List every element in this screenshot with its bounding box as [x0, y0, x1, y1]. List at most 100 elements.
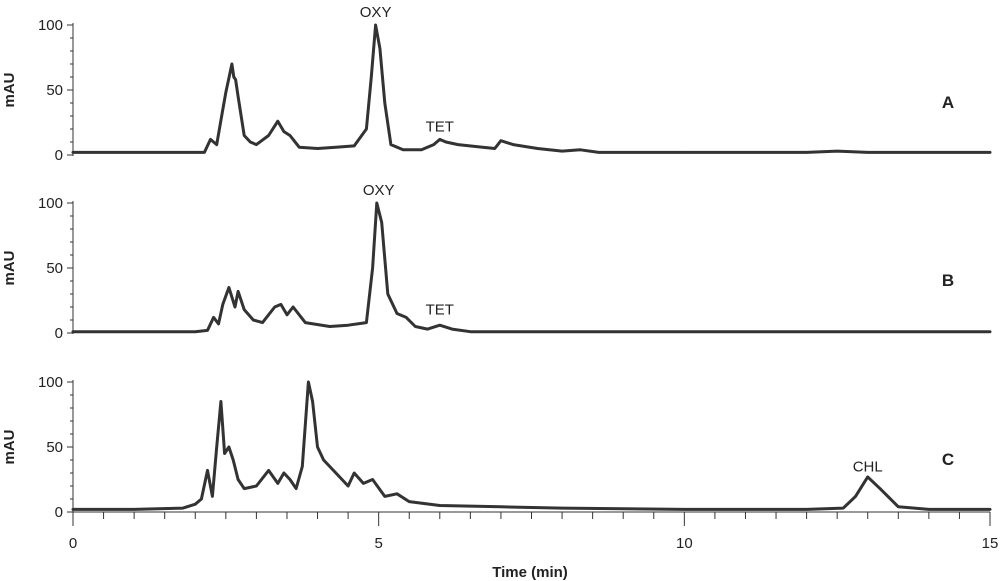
data-point [323, 459, 325, 461]
data-point [537, 147, 539, 150]
data-point [414, 325, 416, 328]
data-point [289, 478, 291, 481]
x-tick-label: 5 [374, 535, 382, 552]
data-point [879, 488, 881, 490]
y-tick-label: 100 [38, 195, 63, 212]
data-point [451, 328, 453, 330]
data-point [928, 508, 930, 510]
data-point [298, 146, 300, 148]
data-point [261, 322, 264, 324]
panels-group: 0 50 100 mAU OXY TET A 0 50 100 mAU OXY TET B 0 50 100 mA… [1, 4, 992, 521]
data-point [243, 309, 245, 311]
data-point [194, 151, 196, 153]
data-point [420, 149, 423, 151]
data-point [989, 508, 991, 510]
y-axis-title: mAU [1, 250, 18, 285]
data-point [72, 151, 74, 153]
panel-letter: B [942, 271, 954, 290]
data-point [206, 329, 209, 331]
data-point [683, 508, 685, 510]
data-point [512, 144, 514, 146]
data-point [182, 507, 184, 509]
data-point [274, 306, 276, 308]
data-point [213, 316, 215, 318]
data-point [561, 150, 563, 152]
peak-label-tet: TET [426, 302, 454, 319]
data-point [312, 400, 314, 403]
data-point [194, 503, 196, 505]
x-tick-label: 15 [982, 535, 999, 552]
data-point [500, 140, 502, 142]
data-point [396, 493, 398, 495]
data-point [989, 151, 991, 153]
data-point [216, 144, 218, 146]
x-axis: 0 5 10 15 [69, 511, 999, 552]
x-tick-label: 0 [69, 535, 77, 552]
data-point [989, 331, 991, 333]
data-point [370, 76, 372, 78]
y-tick-label: 0 [55, 147, 63, 164]
data-point [390, 144, 392, 146]
data-point [203, 151, 205, 153]
data-point [209, 138, 212, 140]
trace-a [71, 23, 992, 154]
y-tick-label: 50 [46, 82, 63, 99]
data-point [133, 331, 135, 333]
panel-a: 0 50 100 mAU OXY TET A [1, 4, 992, 164]
data-point [292, 306, 294, 308]
data-point [243, 488, 245, 490]
panel-letter: C [942, 450, 954, 469]
data-point [255, 485, 257, 487]
data-point [387, 293, 389, 295]
y-axis-title: mAU [1, 72, 18, 107]
data-point [235, 79, 237, 81]
data-point [133, 508, 135, 510]
trace-c [71, 380, 992, 511]
data-point [384, 102, 386, 104]
data-point [233, 76, 235, 78]
data-point [206, 469, 209, 471]
data-point [335, 472, 337, 474]
data-point [228, 286, 230, 289]
data-point [396, 312, 398, 315]
y-tick-label: 100 [38, 17, 63, 34]
data-point [232, 459, 234, 461]
data-point [304, 322, 306, 324]
data-point [362, 482, 364, 484]
data-point [237, 95, 239, 98]
data-point [216, 446, 218, 448]
panel-b: 0 50 100 mAU OXY TET B [1, 182, 992, 342]
data-point [365, 128, 367, 130]
x-axis-title: Time (min) [492, 564, 568, 581]
data-point [379, 47, 381, 50]
data-point [384, 495, 386, 497]
data-point [234, 306, 236, 308]
data-point [867, 476, 869, 478]
data-point [381, 221, 383, 224]
data-point [72, 331, 74, 333]
data-point [842, 507, 844, 509]
data-point [561, 331, 563, 333]
data-point [353, 145, 355, 147]
data-point [433, 144, 435, 146]
peak-label-oxy: OXY [360, 4, 392, 21]
trace-b [71, 201, 992, 334]
data-point [316, 147, 319, 150]
data-point [224, 452, 226, 455]
y-tick-label: 100 [38, 374, 63, 391]
data-point [376, 202, 378, 204]
data-point [283, 472, 285, 474]
data-point [222, 108, 224, 111]
data-point [347, 324, 349, 326]
data-point [408, 501, 410, 503]
y-tick-label: 50 [46, 260, 63, 277]
data-point [335, 146, 337, 148]
data-point [683, 331, 685, 333]
data-point [347, 485, 349, 487]
data-point [439, 504, 441, 507]
data-point [353, 472, 355, 474]
data-point [579, 149, 582, 151]
data-point [307, 381, 309, 383]
y-tick-label: 0 [55, 504, 63, 521]
